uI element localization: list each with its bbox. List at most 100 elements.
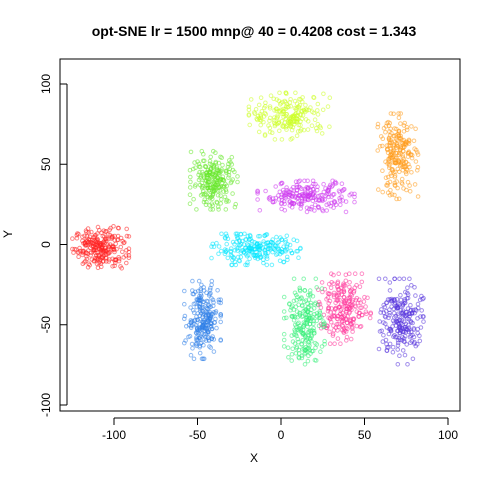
data-point bbox=[268, 93, 274, 98]
data-point bbox=[188, 305, 193, 310]
data-point bbox=[308, 291, 313, 296]
data-point bbox=[306, 345, 312, 351]
data-point bbox=[420, 296, 425, 302]
data-point bbox=[381, 332, 386, 338]
data-point bbox=[214, 240, 219, 246]
data-point bbox=[200, 188, 206, 194]
data-point bbox=[299, 342, 304, 347]
data-point bbox=[271, 246, 277, 252]
data-point bbox=[215, 204, 221, 210]
data-point bbox=[245, 242, 250, 247]
data-point bbox=[267, 106, 273, 111]
data-point bbox=[281, 315, 287, 321]
data-point bbox=[289, 205, 295, 210]
data-point bbox=[307, 288, 313, 293]
data-point bbox=[70, 236, 75, 241]
data-point bbox=[107, 227, 112, 233]
data-point bbox=[388, 328, 394, 333]
data-point bbox=[380, 143, 385, 149]
data-point bbox=[406, 322, 411, 328]
data-point bbox=[272, 118, 277, 123]
data-point bbox=[398, 297, 404, 303]
data-point bbox=[314, 128, 320, 134]
data-point bbox=[321, 91, 326, 97]
y-axis-label: Y bbox=[1, 230, 15, 238]
data-point bbox=[284, 315, 289, 321]
data-point bbox=[283, 125, 289, 130]
data-point bbox=[264, 256, 270, 262]
data-point bbox=[290, 346, 296, 352]
data-point bbox=[312, 117, 318, 122]
data-point bbox=[381, 125, 387, 131]
data-point bbox=[281, 344, 287, 349]
data-point bbox=[387, 132, 393, 138]
data-point bbox=[282, 192, 288, 197]
data-point bbox=[91, 247, 96, 252]
data-point bbox=[305, 335, 310, 341]
data-point bbox=[224, 183, 230, 189]
data-point bbox=[207, 158, 213, 164]
data-point bbox=[295, 294, 300, 300]
data-point bbox=[380, 189, 386, 195]
data-point bbox=[188, 149, 194, 155]
data-point bbox=[213, 182, 219, 188]
data-point bbox=[402, 326, 407, 332]
data-point bbox=[329, 194, 334, 199]
data-point bbox=[338, 202, 343, 208]
data-point bbox=[201, 356, 207, 362]
data-point bbox=[242, 246, 248, 251]
data-point bbox=[380, 136, 386, 141]
data-point bbox=[354, 309, 360, 314]
data-point bbox=[354, 282, 359, 288]
data-point bbox=[215, 175, 220, 181]
data-point bbox=[308, 105, 313, 110]
series-9 bbox=[281, 276, 327, 367]
data-point bbox=[272, 137, 278, 142]
data-point bbox=[257, 252, 263, 258]
data-point bbox=[302, 288, 308, 293]
data-point bbox=[308, 187, 313, 193]
series-5 bbox=[246, 90, 333, 142]
data-point bbox=[199, 298, 204, 303]
data-point bbox=[126, 255, 132, 261]
data-point bbox=[319, 280, 325, 285]
data-point bbox=[336, 322, 341, 327]
data-point bbox=[279, 237, 285, 242]
data-point bbox=[415, 152, 421, 157]
data-point bbox=[302, 362, 308, 367]
data-point bbox=[197, 317, 202, 322]
data-point bbox=[226, 175, 231, 180]
data-point bbox=[220, 177, 226, 182]
data-point bbox=[390, 344, 396, 350]
data-point bbox=[331, 290, 337, 296]
data-point bbox=[300, 332, 306, 337]
data-point bbox=[296, 255, 301, 261]
data-point bbox=[367, 315, 373, 321]
data-point bbox=[194, 297, 199, 302]
data-point bbox=[120, 249, 125, 255]
data-point bbox=[321, 312, 327, 318]
data-point bbox=[277, 90, 282, 96]
data-point bbox=[297, 323, 303, 329]
data-point bbox=[345, 326, 350, 332]
data-point bbox=[396, 313, 401, 318]
data-point bbox=[336, 271, 342, 277]
data-point bbox=[300, 327, 306, 333]
data-point bbox=[199, 282, 204, 288]
data-point bbox=[187, 192, 193, 197]
data-point bbox=[350, 326, 355, 331]
data-point bbox=[337, 304, 342, 310]
data-point bbox=[293, 119, 299, 124]
data-point bbox=[258, 122, 264, 128]
data-point bbox=[400, 303, 405, 309]
data-point bbox=[408, 302, 413, 308]
data-point bbox=[93, 242, 98, 247]
data-point bbox=[209, 194, 215, 199]
data-point bbox=[255, 191, 260, 196]
data-point bbox=[182, 313, 188, 319]
data-point bbox=[361, 299, 367, 304]
data-point bbox=[228, 248, 233, 254]
data-point bbox=[86, 261, 92, 267]
data-point bbox=[320, 198, 325, 204]
